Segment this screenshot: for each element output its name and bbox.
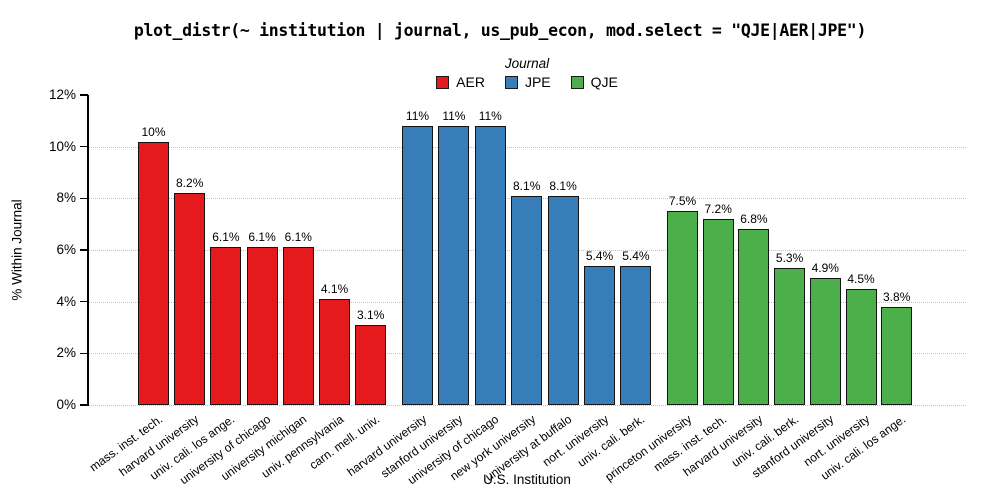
- legend-label-jpe: JPE: [524, 74, 551, 90]
- y-tick: [80, 249, 88, 251]
- legend-entry-qje: QJE: [570, 74, 618, 90]
- bar-value-label: 4.1%: [320, 282, 349, 297]
- y-tick-label: 4%: [56, 293, 76, 309]
- bar-qje: [667, 211, 698, 405]
- y-tick-label: 2%: [56, 345, 76, 361]
- bar-qje: [738, 229, 770, 405]
- bar-value-label: 7.2%: [704, 202, 732, 216]
- bar-value-label: 8.1%: [549, 178, 577, 193]
- y-tick: [80, 94, 88, 96]
- bar-qje: [881, 306, 913, 405]
- bar-value-label: 6.1%: [284, 230, 312, 245]
- bar-value-label: 10%: [141, 124, 166, 139]
- bar-aer: [174, 193, 206, 405]
- bar-aer: [282, 247, 314, 405]
- bar-aer: [210, 247, 242, 405]
- bar-qje: [809, 278, 841, 405]
- bar-jpe: [584, 265, 615, 405]
- bar-value-label: 11%: [478, 109, 502, 123]
- bar-value-label: 6.1%: [212, 230, 240, 245]
- bar-value-label: 5.4%: [585, 248, 614, 263]
- y-tick-label: 10%: [48, 138, 76, 154]
- y-axis-line: [87, 95, 89, 406]
- bar-aer: [246, 247, 278, 405]
- bar-qje: [702, 219, 734, 405]
- legend-label-aer: AER: [456, 74, 485, 90]
- y-tick: [80, 145, 88, 148]
- aer-swatch-icon: [436, 75, 450, 89]
- legend-title: Journal: [504, 56, 550, 71]
- bar-value-label: 11%: [442, 109, 466, 123]
- bar-value-label: 5.4%: [622, 248, 650, 263]
- bar-aer: [138, 141, 169, 405]
- bar-qje: [845, 288, 877, 405]
- bar-jpe: [511, 195, 543, 405]
- bar-value-label: 6.8%: [740, 212, 768, 227]
- legend-label-qje: QJE: [590, 74, 618, 90]
- gridline: [88, 405, 966, 406]
- bar-aer: [319, 299, 350, 405]
- bar-value-label: 7.5%: [668, 194, 697, 209]
- bar-aer: [355, 324, 387, 405]
- bar-value-label: 8.1%: [513, 178, 541, 193]
- bar-jpe: [474, 126, 506, 405]
- legend-entry-aer: AER: [436, 74, 485, 90]
- y-tick: [80, 352, 88, 355]
- bar-jpe: [402, 126, 433, 405]
- y-tick-label: 6%: [56, 242, 76, 257]
- x-axis-title: U.S. Institution: [483, 472, 571, 487]
- bar-value-label: 5.3%: [775, 251, 804, 266]
- bar-value-label: 8.2%: [176, 176, 204, 191]
- bar-jpe: [438, 126, 470, 405]
- plot-title: plot_distr(~ institution | journal, us_p…: [133, 21, 867, 40]
- bar-value-label: 6.1%: [248, 230, 276, 245]
- bar-value-label: 4.5%: [847, 271, 875, 286]
- bar-value-label: 4.9%: [811, 261, 839, 276]
- jpe-swatch-icon: [504, 75, 518, 89]
- bar-jpe: [547, 195, 579, 405]
- gridline: [88, 146, 966, 148]
- qje-swatch-icon: [570, 75, 584, 89]
- bar-jpe: [620, 265, 652, 405]
- y-tick: [80, 404, 88, 406]
- legend-entry-jpe: JPE: [504, 74, 551, 90]
- y-tick: [80, 300, 88, 303]
- y-tick-label: 8%: [56, 190, 76, 206]
- y-tick: [80, 197, 88, 200]
- bar-value-label: 3.8%: [883, 289, 911, 304]
- bar-value-label: 11%: [405, 109, 430, 123]
- y-tick-label: 12%: [48, 87, 76, 102]
- bar-value-label: 3.1%: [357, 307, 385, 322]
- bar-qje: [774, 268, 806, 405]
- legend: Journal AER JPE QJE: [88, 56, 966, 90]
- y-tick-label: 0%: [56, 397, 76, 412]
- legend-row: AER JPE QJE: [88, 74, 966, 90]
